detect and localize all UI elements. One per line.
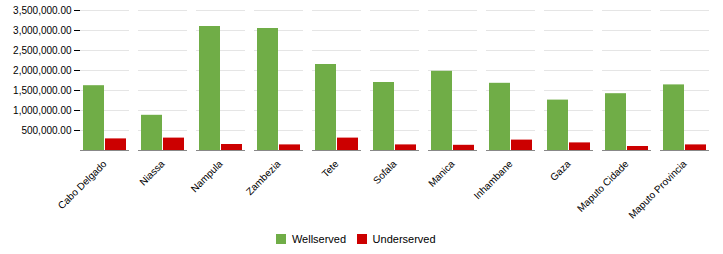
svg-text:3,000,000.00: 3,000,000.00 — [13, 25, 72, 36]
svg-text:Maputo Cidade: Maputo Cidade — [575, 158, 631, 214]
svg-text:1,000,000.00: 1,000,000.00 — [13, 105, 72, 116]
svg-text:Gaza: Gaza — [548, 158, 573, 183]
svg-text:Inhambane: Inhambane — [472, 158, 515, 201]
svg-text:Maputo Provincia: Maputo Provincia — [626, 158, 689, 221]
html-text:Wellserved: Wellserved — [291, 232, 347, 245]
svg-text:2,500,000.00: 2,500,000.00 — [13, 45, 72, 56]
svg-text:Zambezia: Zambezia — [244, 158, 283, 197]
svg-text:Niassa: Niassa — [137, 158, 167, 188]
svg-text:3,500,000.00: 3,500,000.00 — [13, 5, 72, 16]
svg-text:Nampula: Nampula — [189, 158, 225, 194]
svg-text:Cabo Delgado: Cabo Delgado — [56, 158, 109, 211]
svg-text:Manica: Manica — [426, 158, 457, 189]
svg-text:2,000,000.00: 2,000,000.00 — [13, 65, 72, 76]
svg-text:1,500,000.00: 1,500,000.00 — [13, 85, 72, 96]
html-text:Underserved: Underserved — [372, 232, 436, 245]
svg-text:Sofala: Sofala — [371, 158, 399, 186]
svg-text:500,000.00: 500,000.00 — [21, 125, 71, 136]
svg-text:Tete: Tete — [320, 158, 341, 179]
